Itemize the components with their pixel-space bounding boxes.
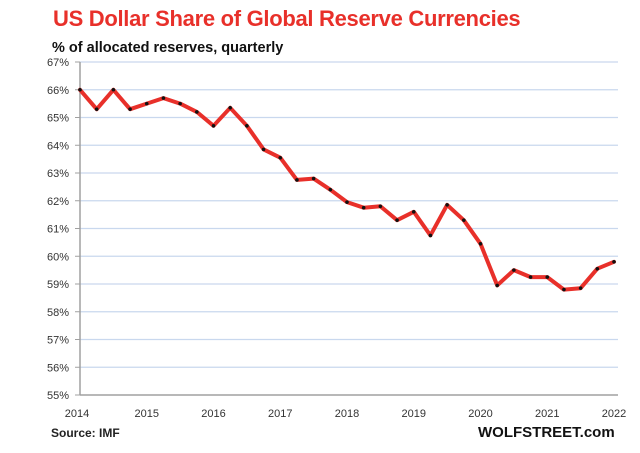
data-point	[211, 124, 216, 128]
data-point	[478, 241, 483, 246]
data-point	[545, 275, 550, 279]
x-tick-label: 2022	[602, 408, 626, 420]
data-point	[278, 155, 283, 160]
y-tick-label: 65%	[47, 113, 69, 125]
data-point	[144, 101, 149, 106]
source-note: Source: IMF	[51, 426, 120, 440]
data-point	[228, 105, 232, 110]
series	[78, 87, 616, 292]
data-point	[361, 205, 366, 210]
chart-subtitle: % of allocated reserves, quarterly	[52, 40, 284, 56]
y-tick-label: 66%	[47, 85, 69, 97]
y-tick-label: 59%	[47, 279, 69, 291]
data-point	[445, 203, 449, 207]
chart-title: US Dollar Share of Global Reserve Curren…	[53, 6, 521, 31]
data-point	[512, 268, 516, 272]
data-point	[595, 266, 600, 271]
data-point	[345, 200, 349, 204]
data-point	[411, 210, 416, 214]
data-point	[161, 96, 166, 100]
y-axis-ticks: 55% 56% 57% 58% 59% 60% 61% 62% 63% 64% 65% 66% 67%	[47, 57, 80, 402]
data-point	[428, 233, 433, 238]
data-point	[311, 176, 316, 181]
series-line	[78, 87, 616, 292]
y-tick-label: 60%	[47, 251, 69, 263]
data-point	[295, 178, 299, 182]
data-point	[395, 218, 399, 222]
y-tick-label: 56%	[47, 362, 69, 374]
data-point	[245, 124, 249, 128]
y-tick-label: 63%	[47, 168, 69, 180]
data-point	[178, 101, 182, 106]
x-tick-label: 2015	[135, 408, 159, 420]
data-point	[195, 110, 199, 114]
y-tick-label: 67%	[47, 57, 69, 69]
data-point	[128, 107, 132, 111]
x-tick-label: 2021	[535, 408, 559, 420]
data-point	[328, 187, 333, 192]
data-point	[578, 286, 583, 290]
y-tick-label: 64%	[47, 140, 69, 152]
x-tick-label: 2016	[201, 408, 225, 420]
data-point	[111, 87, 116, 92]
data-point	[94, 107, 99, 111]
y-tick-label: 55%	[47, 390, 69, 402]
y-tick-label: 62%	[47, 196, 69, 208]
brand-watermark: WOLFSTREET.com	[478, 424, 615, 441]
data-point	[612, 260, 616, 264]
data-point	[495, 283, 499, 288]
x-tick-label: 2014	[65, 408, 89, 420]
data-point	[528, 275, 533, 279]
data-point	[78, 87, 82, 92]
y-tick-label: 61%	[47, 224, 69, 236]
x-axis-ticks: 2014 2015 2016 2017 2018 2019 2020 2021 2022	[65, 408, 626, 420]
gridlines	[80, 61, 618, 368]
data-point	[462, 218, 466, 222]
x-tick-label: 2019	[402, 408, 426, 420]
x-tick-label: 2017	[268, 408, 292, 420]
y-tick-label: 57%	[47, 335, 69, 347]
y-tick-label: 58%	[47, 307, 69, 319]
data-point	[261, 147, 266, 152]
x-tick-label: 2020	[468, 408, 492, 420]
data-point	[562, 287, 566, 292]
data-point	[378, 204, 383, 209]
x-tick-label: 2018	[335, 408, 359, 420]
